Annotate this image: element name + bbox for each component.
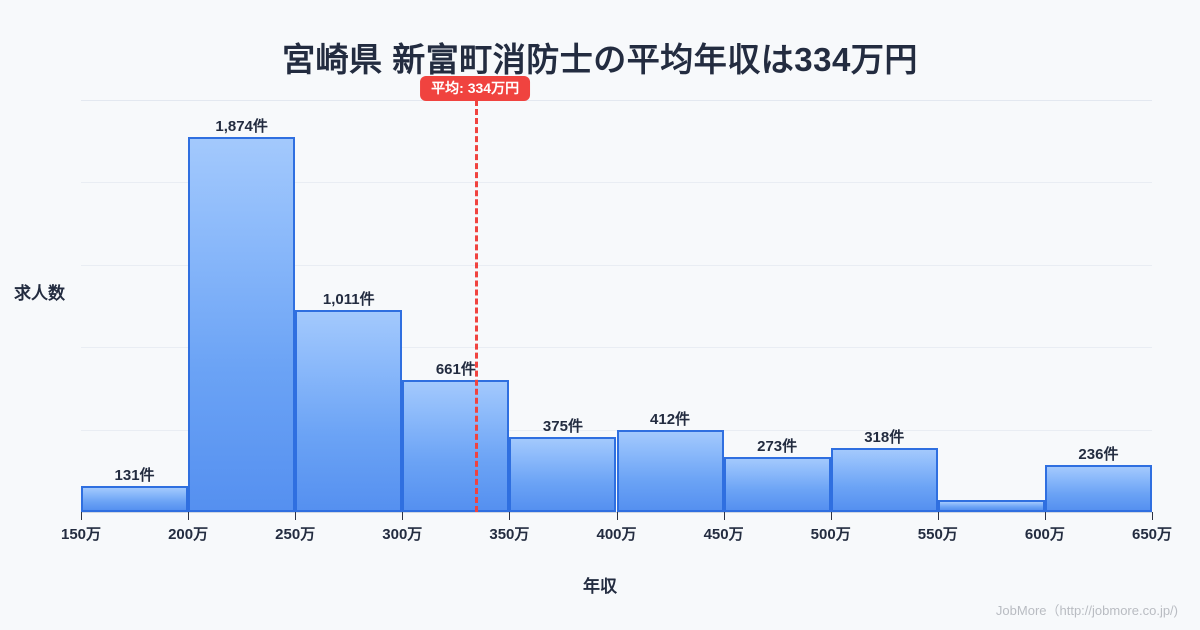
- x-axis-tick-mark: [295, 512, 297, 520]
- x-axis-tick-mark: [1152, 512, 1153, 520]
- plot-area: 131件 1,874件 1,011件 661件 375件 412件 273件 318件 236件…: [81, 76, 1152, 512]
- x-axis-tick-mark: [830, 512, 832, 520]
- bar[interactable]: [509, 437, 617, 512]
- x-axis-tick-mark: [509, 512, 511, 520]
- x-axis-tick-label: 500万: [810, 526, 851, 543]
- gridline: [81, 100, 1152, 101]
- bar[interactable]: [830, 448, 938, 512]
- bar-value-label: 318件: [864, 429, 905, 447]
- average-line: [475, 100, 479, 512]
- x-axis-tick-mark: [937, 512, 939, 520]
- x-axis-tick-mark: [616, 512, 618, 520]
- bar[interactable]: [616, 429, 724, 512]
- bar[interactable]: [937, 499, 1045, 512]
- x-axis-tick-mark: [1044, 512, 1046, 520]
- bar-value-label: 661件: [435, 360, 476, 378]
- bar-value-label: 273件: [757, 438, 798, 456]
- average-badge: 平均: 334万円: [420, 76, 531, 102]
- x-axis-tick-label: 650万: [1131, 526, 1173, 543]
- page-title: 宮崎県 新富町消防士の平均年収は334万円: [282, 41, 918, 78]
- bar[interactable]: [81, 485, 189, 512]
- bar[interactable]: [1044, 464, 1152, 512]
- bar[interactable]: [295, 309, 403, 512]
- bar-value-label: 131件: [114, 466, 155, 484]
- x-axis-tick-mark: [723, 512, 725, 520]
- gridline: [81, 347, 1152, 349]
- bar-value-label: 236件: [1078, 445, 1119, 463]
- x-axis-tick-mark: [402, 512, 404, 520]
- bar-value-label: 1,011件: [322, 290, 375, 308]
- bar-value-label: 412件: [650, 410, 691, 428]
- x-axis-tick-label: 300万: [382, 526, 423, 543]
- bar[interactable]: [402, 379, 510, 512]
- x-axis-tick-label: 250万: [275, 526, 316, 543]
- gridline: [81, 264, 1152, 266]
- bar[interactable]: [723, 457, 831, 512]
- x-axis-tick-mark: [188, 512, 190, 520]
- x-axis-tick-label: 550万: [917, 526, 958, 543]
- x-axis-tick-label: 350万: [489, 526, 530, 543]
- bar-value-label: 375件: [542, 418, 583, 435]
- bar[interactable]: [188, 137, 296, 512]
- x-axis-tick-label: 400万: [596, 526, 637, 543]
- x-axis-tick-label: 200万: [168, 526, 209, 543]
- x-axis-title: 年収: [583, 577, 617, 596]
- bar-value-label: 1,874件: [215, 118, 268, 136]
- x-axis-tick-label: 150万: [60, 526, 102, 543]
- x-axis-tick-label: 600万: [1024, 526, 1065, 543]
- x-axis-tick-label: 450万: [703, 526, 744, 543]
- y-axis-title: 求人数: [14, 284, 65, 303]
- footer-credit: JobMore（http://jobmore.co.jp/): [995, 603, 1178, 618]
- gridline: [81, 182, 1152, 184]
- x-axis-tick-mark: [81, 512, 82, 520]
